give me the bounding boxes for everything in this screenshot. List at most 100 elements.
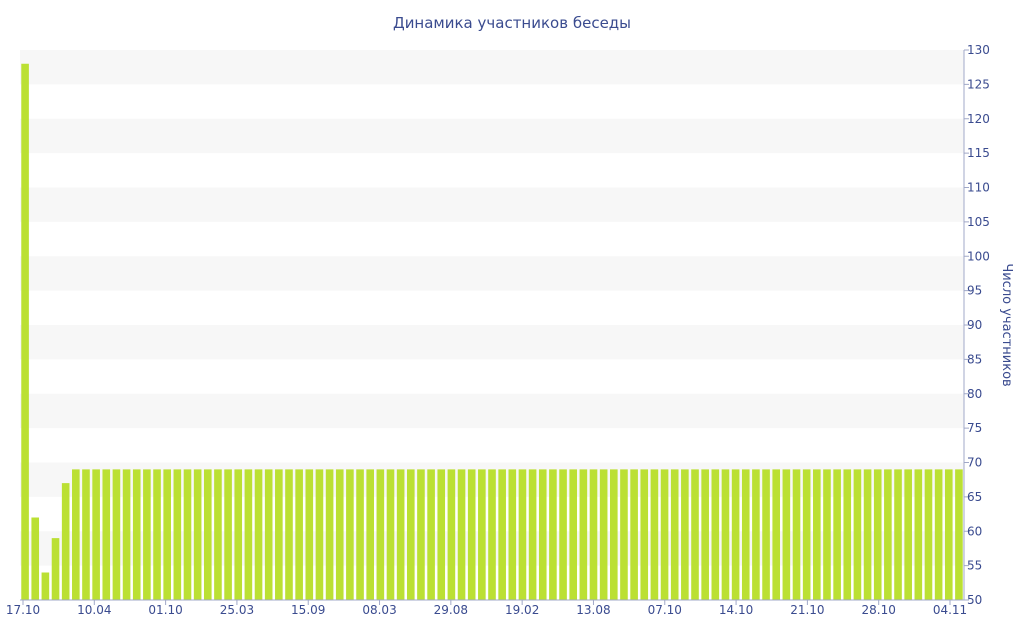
bar xyxy=(92,469,100,600)
bar xyxy=(153,469,161,600)
bar xyxy=(731,469,740,600)
bar xyxy=(833,469,841,600)
y-tick-label: 105 xyxy=(967,215,990,229)
bar xyxy=(285,469,293,600)
bar xyxy=(549,469,557,600)
bar xyxy=(376,469,385,600)
bar xyxy=(467,469,476,600)
bar xyxy=(437,469,446,600)
bar xyxy=(569,469,578,600)
y-axis-ticks: 50 55 60 65 70 75 80 85 90 95 100 105 110 115 120 125 13… xyxy=(964,43,990,607)
bar xyxy=(295,469,303,600)
bar xyxy=(752,469,760,600)
x-tick-label: 21.10 xyxy=(790,603,824,617)
bar xyxy=(478,469,486,600)
bar xyxy=(163,469,171,600)
bar xyxy=(610,469,618,600)
y-tick-label: 130 xyxy=(967,43,990,57)
grid-bands xyxy=(20,50,964,566)
grid-band xyxy=(20,393,964,429)
x-tick-label: 14.10 xyxy=(719,603,753,617)
bar xyxy=(234,469,243,600)
y-tick-label: 85 xyxy=(967,352,982,366)
bar xyxy=(670,469,679,600)
bar xyxy=(41,572,50,600)
bar xyxy=(843,469,852,600)
bar xyxy=(315,469,324,600)
bar xyxy=(143,469,151,600)
y-tick-label: 90 xyxy=(967,318,982,332)
bar xyxy=(508,469,517,600)
grid-band xyxy=(20,50,964,85)
bar xyxy=(660,469,669,600)
bar xyxy=(305,469,314,600)
bar xyxy=(82,469,90,600)
bar xyxy=(944,469,953,600)
bar xyxy=(884,469,892,600)
bar xyxy=(863,469,872,600)
bar xyxy=(873,469,882,600)
bar xyxy=(894,469,902,600)
y-tick-label: 110 xyxy=(967,181,990,195)
bar xyxy=(559,469,567,600)
bar xyxy=(620,469,628,600)
x-tick-label: 08.03 xyxy=(362,603,396,617)
x-tick-label: 04.11 xyxy=(933,603,967,617)
bar xyxy=(183,469,192,600)
bar xyxy=(244,469,253,600)
bar xyxy=(275,469,283,600)
x-tick-label: 19.02 xyxy=(505,603,539,617)
bar xyxy=(630,469,638,600)
bar xyxy=(72,469,80,600)
bar xyxy=(406,469,415,600)
y-tick-label: 65 xyxy=(967,490,982,504)
bar xyxy=(640,469,649,600)
y-tick-label: 125 xyxy=(967,77,990,91)
bar xyxy=(701,469,709,600)
grid-band xyxy=(20,118,964,154)
bar xyxy=(772,469,781,600)
bar xyxy=(386,469,395,600)
y-tick-label: 50 xyxy=(967,593,982,607)
bar xyxy=(21,63,29,600)
bar xyxy=(955,469,963,600)
bar xyxy=(427,469,435,600)
bar xyxy=(335,469,344,600)
y-tick-label: 60 xyxy=(967,524,982,538)
bar xyxy=(447,469,456,600)
bar xyxy=(457,469,466,600)
bar xyxy=(61,483,70,600)
y-tick-label: 120 xyxy=(967,112,990,126)
bar xyxy=(853,469,862,600)
bar xyxy=(721,469,730,600)
bar xyxy=(488,469,496,600)
bar xyxy=(813,469,821,600)
x-tick-label: 01.10 xyxy=(148,603,182,617)
grid-band xyxy=(20,187,964,222)
y-tick-label: 95 xyxy=(967,284,982,298)
bar xyxy=(51,538,60,600)
y-axis-label: Число участников xyxy=(999,263,1014,386)
bar xyxy=(681,469,689,600)
bar xyxy=(802,469,811,600)
grid-band xyxy=(20,325,964,360)
x-tick-label: 28.10 xyxy=(862,603,896,617)
bar xyxy=(904,469,912,600)
bar xyxy=(193,469,202,600)
bar xyxy=(112,469,121,600)
x-tick-label: 10.04 xyxy=(77,603,111,617)
x-tick-label: 13.08 xyxy=(576,603,610,617)
bar xyxy=(579,469,588,600)
y-tick-label: 70 xyxy=(967,456,982,470)
bar xyxy=(538,469,547,600)
y-tick-label: 75 xyxy=(967,421,982,435)
bar xyxy=(934,469,943,600)
bar xyxy=(518,469,527,600)
bar xyxy=(254,469,263,600)
y-tick-label: 80 xyxy=(967,387,982,401)
bar xyxy=(691,469,699,600)
bar xyxy=(325,469,334,600)
bar xyxy=(528,469,537,600)
